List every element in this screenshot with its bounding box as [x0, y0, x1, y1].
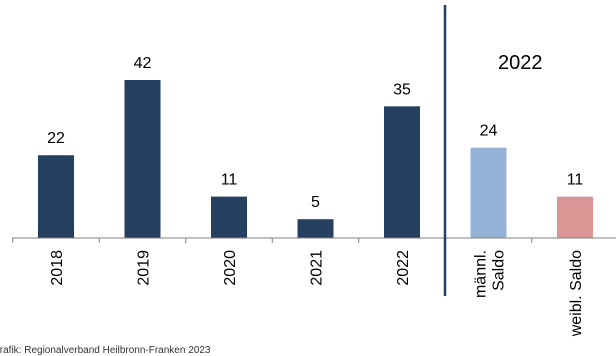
source-note: Grafik: Regionalverband Heilbronn-Franke…: [0, 345, 211, 356]
category-label: 2021: [309, 250, 326, 286]
svg-text:2019: 2019: [136, 250, 153, 286]
bar: [297, 219, 334, 238]
x-axis-ticks: [12, 238, 533, 243]
svg-text:männl.Saldo: männl.Saldo: [473, 250, 508, 298]
bar: [557, 196, 593, 238]
category-label: 2020: [222, 250, 239, 286]
category-label: 2019: [136, 250, 153, 286]
x-axis-category-labels: 2018 2019 2020 2021 2022 männl.Saldo weibl. Sa…: [49, 250, 585, 337]
svg-text:2022: 2022: [395, 250, 412, 286]
value-label: 11: [221, 172, 238, 189]
value-label: 11: [567, 172, 584, 189]
value-label: 24: [480, 123, 498, 140]
category-label: 2018: [49, 250, 66, 286]
value-label: 22: [47, 130, 65, 147]
category-label: 2022: [395, 250, 412, 286]
category-label: weibl. Saldo: [568, 250, 585, 337]
bars-layer: [38, 80, 593, 238]
value-label: 5: [311, 194, 320, 211]
svg-text:weibl. Saldo: weibl. Saldo: [568, 250, 585, 337]
category-label: männl.Saldo: [473, 250, 508, 298]
value-label: 35: [393, 81, 411, 98]
svg-text:2021: 2021: [309, 250, 326, 286]
bar: [384, 106, 420, 238]
bar: [470, 147, 507, 238]
value-labels-layer: 22 42 11 5 35 24 11: [47, 55, 583, 211]
bar: [38, 155, 74, 238]
value-label: 42: [134, 55, 152, 72]
svg-text:2020: 2020: [222, 250, 239, 286]
svg-text:2018: 2018: [49, 250, 66, 286]
group-title: 2022: [498, 52, 543, 74]
bar: [211, 196, 247, 238]
bar: [124, 80, 161, 238]
